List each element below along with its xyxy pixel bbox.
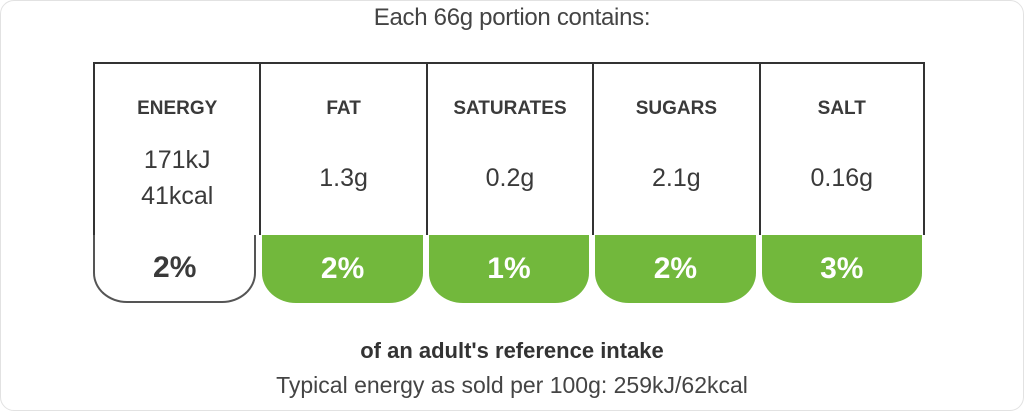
nutrient-amount: 0.2g bbox=[428, 128, 592, 228]
nutrient-box: SUGARS 2.1g bbox=[592, 62, 759, 235]
amount-line: 0.2g bbox=[485, 164, 535, 192]
nutrient-name: SUGARS bbox=[635, 98, 718, 119]
nutrient-column: SATURATES 0.2g 1% bbox=[425, 62, 593, 303]
nutrient-box: ENERGY 171kJ 41kcal bbox=[93, 62, 260, 235]
nutrient-amount: 2.1g bbox=[594, 128, 758, 228]
amount-line: 0.16g bbox=[810, 164, 874, 192]
reference-percent: 3% bbox=[761, 235, 922, 303]
nutrient-name: FAT bbox=[326, 98, 361, 119]
nutrient-name: ENERGY bbox=[137, 98, 218, 119]
nutrient-box: SALT 0.16g bbox=[758, 62, 925, 235]
amount-line: 41kcal bbox=[141, 182, 214, 210]
nutrient-columns: ENERGY 171kJ 41kcal 2% FAT 1.3g 2% SATURATES 0.2… bbox=[93, 62, 925, 303]
nutrient-name: SATURATES bbox=[453, 98, 567, 119]
nutrient-amount: 1.3g bbox=[261, 128, 425, 228]
reference-note: of an adult's reference intake bbox=[360, 338, 664, 363]
nutrient-name: SALT bbox=[817, 98, 866, 119]
reference-percent: 2% bbox=[93, 235, 257, 303]
nutrient-column: SUGARS 2.1g 2% bbox=[592, 62, 759, 303]
nutrient-box: FAT 1.3g bbox=[259, 62, 426, 235]
nutrient-column: ENERGY 171kJ 41kcal 2% bbox=[93, 62, 260, 303]
reference-percent: 2% bbox=[262, 235, 423, 303]
reference-percent: 1% bbox=[428, 235, 590, 303]
amount-line: 1.3g bbox=[319, 164, 368, 192]
reference-percent: 2% bbox=[595, 235, 756, 303]
amount-line: 2.1g bbox=[652, 164, 701, 192]
typical-energy: Typical energy as sold per 100g: 259kJ/6… bbox=[276, 372, 748, 398]
amount-line: 171kJ bbox=[143, 146, 211, 174]
nutrient-amount: 0.16g bbox=[761, 128, 923, 228]
nutrient-column: SALT 0.16g 3% bbox=[758, 62, 925, 303]
nutrient-box: SATURATES 0.2g bbox=[425, 62, 593, 235]
nutrient-column: FAT 1.3g 2% bbox=[259, 62, 426, 303]
nutrient-amount: 171kJ 41kcal bbox=[95, 128, 259, 228]
title: Each 66g portion contains: bbox=[373, 4, 651, 31]
